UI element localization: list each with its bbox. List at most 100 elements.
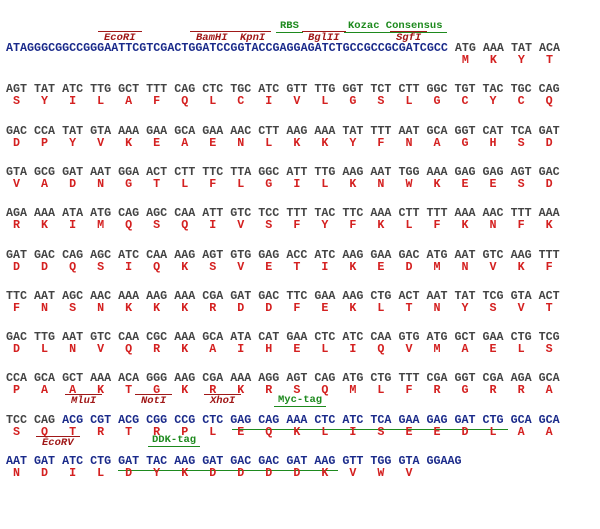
- amino-acid: K: [97, 383, 105, 398]
- amino-acid: I: [321, 259, 329, 274]
- codon: AAT: [370, 164, 392, 179]
- codon: CCA: [34, 123, 56, 138]
- codon: AGC: [90, 247, 112, 262]
- amino-acid: D: [41, 259, 49, 274]
- amino-acid: M: [97, 218, 105, 233]
- amino-acid: E: [321, 300, 329, 315]
- amino-acid: K: [125, 135, 133, 150]
- codon: CAG: [538, 82, 560, 97]
- codon: AAA: [118, 288, 140, 303]
- codon: CTC: [314, 330, 336, 345]
- amino-acid: L: [377, 383, 385, 398]
- amino-acid: D: [461, 424, 469, 439]
- amino-acid: V: [405, 342, 413, 357]
- amino-acid: I: [265, 94, 273, 109]
- codon: AAA: [90, 371, 112, 386]
- amino-acid: L: [265, 135, 273, 150]
- amino-acid: C: [517, 94, 525, 109]
- codon: GGAAG: [426, 454, 462, 468]
- amino-acid: T: [125, 383, 133, 398]
- amino-acid: S: [377, 94, 385, 109]
- amino-acid: L: [321, 424, 329, 439]
- codon: CAG: [62, 247, 84, 262]
- amino-acid: W: [405, 176, 413, 191]
- amino-acid: V: [97, 135, 105, 150]
- amino-acid: E: [237, 424, 245, 439]
- codon: GAG: [426, 412, 448, 427]
- amino-acid: Q: [181, 218, 189, 233]
- amino-acid: D: [209, 466, 217, 480]
- codon: GAT: [62, 164, 84, 179]
- codon: CCA: [6, 371, 28, 386]
- codon: CAA: [370, 330, 392, 345]
- codon: AAA: [426, 164, 448, 179]
- amino-acid: S: [293, 383, 301, 398]
- amino-acid: Y: [489, 94, 497, 109]
- codon: GTT: [286, 82, 308, 97]
- codon: GTC: [230, 206, 252, 221]
- codon: GAC: [398, 247, 420, 262]
- amino-acid: S: [265, 218, 273, 233]
- codon: GAA: [314, 288, 336, 303]
- amino-acid: G: [265, 176, 273, 191]
- codon: TTG: [314, 164, 336, 179]
- codon: GCA: [510, 412, 532, 427]
- amino-acid: Y: [517, 53, 525, 67]
- codon: ATT: [202, 206, 224, 221]
- amino-acid: S: [489, 300, 497, 315]
- amino-acid: L: [405, 94, 413, 109]
- codon: GAT: [202, 454, 224, 468]
- amino-acid: K: [181, 383, 189, 398]
- amino-acid: D: [237, 466, 245, 480]
- codon: TTC: [286, 288, 308, 303]
- amino-acid: F: [377, 135, 385, 150]
- enzyme-label: BglII: [302, 31, 346, 44]
- amino-acid: F: [13, 300, 21, 315]
- dna-line: ATAGGGCGGCCGGGAATTCGTCGACTGGATCCGGTACCGA…: [6, 42, 567, 55]
- codon: AAC: [230, 123, 252, 138]
- codon: GCA: [34, 371, 56, 386]
- codon: GAG: [258, 247, 280, 262]
- amino-acid: S: [209, 259, 217, 274]
- amino-acid: E: [405, 424, 413, 439]
- codon: AAG: [174, 454, 196, 468]
- amino-acid: L: [237, 176, 245, 191]
- amino-acid: Q: [153, 259, 161, 274]
- codon: AAG: [342, 288, 364, 303]
- amino-acid: K: [181, 300, 189, 315]
- codon: CAG: [314, 371, 336, 386]
- amino-acid: T: [125, 424, 133, 439]
- codon: ATC: [342, 412, 364, 427]
- enzyme-label: EcoRV: [36, 436, 80, 449]
- codon: TAT: [454, 288, 476, 303]
- amino-acid: Q: [69, 259, 77, 274]
- amino-acid: P: [41, 135, 49, 150]
- amino-acid: K: [349, 259, 357, 274]
- enzyme-label: MluI: [65, 394, 103, 407]
- amino-acid: D: [265, 466, 273, 480]
- amino-acid: A: [69, 383, 77, 398]
- codon: GAT: [230, 288, 252, 303]
- codon: TAT: [62, 123, 84, 138]
- codon: AAC: [482, 206, 504, 221]
- amino-acid: A: [433, 135, 441, 150]
- codon: GCT: [62, 371, 84, 386]
- amino-acid: T: [293, 259, 301, 274]
- amino-acid: I: [209, 218, 217, 233]
- amino-acid: H: [489, 135, 497, 150]
- amino-acid: N: [41, 300, 49, 315]
- amino-acid: G: [461, 135, 469, 150]
- codon: AAT: [62, 330, 84, 345]
- amino-acid: V: [517, 300, 525, 315]
- amino-acid: L: [489, 424, 497, 439]
- codon: CGG: [146, 412, 168, 427]
- amino-acid: T: [545, 300, 553, 315]
- amino-acid: D: [293, 466, 301, 480]
- amino-acid: V: [237, 218, 245, 233]
- codon: GCA: [538, 371, 560, 386]
- amino-acid: S: [517, 135, 525, 150]
- codon: GAC: [258, 454, 280, 468]
- codon: TGG: [370, 454, 392, 468]
